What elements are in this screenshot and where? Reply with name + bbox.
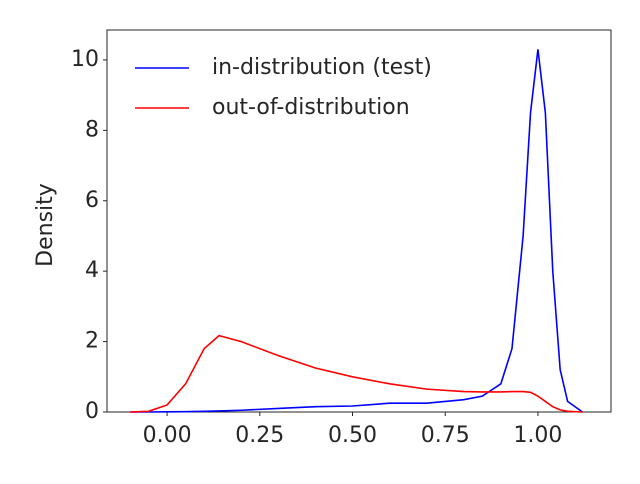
y-tick-label: 8 — [85, 117, 99, 142]
y-tick-label: 6 — [85, 188, 99, 213]
density-line — [129, 49, 583, 413]
y-tick-label: 2 — [85, 329, 99, 354]
density-line — [129, 334, 583, 413]
plot-frame — [106, 29, 612, 413]
x-tick-label: 1.00 — [513, 423, 562, 448]
x-tick-label: 0.75 — [421, 423, 470, 448]
y-tick-label: 4 — [85, 258, 99, 283]
x-tick-label: 0.00 — [143, 423, 192, 448]
y-tick-label: 10 — [71, 47, 99, 72]
x-tick-label: 0.50 — [328, 423, 377, 448]
x-tick-label: 0.25 — [235, 423, 284, 448]
legend-label: in-distribution (test) — [212, 55, 432, 80]
legend-label: out-of-distribution — [212, 95, 410, 120]
y-tick-label: 0 — [85, 399, 99, 424]
y-axis-label: Density — [33, 183, 58, 267]
